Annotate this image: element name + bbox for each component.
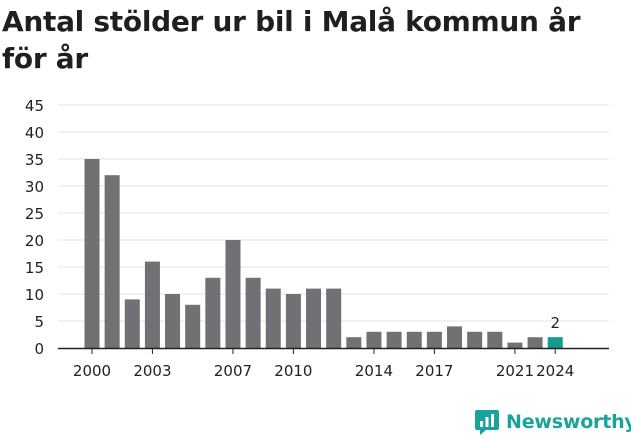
newsworthy-logo-icon [475,410,499,435]
y-tick-label: 40 [25,124,44,142]
bar [426,331,442,348]
bar [84,159,100,348]
x-axis-ticks: 2000 2003 2007 2010 2014 2017 2021 2024 [73,348,574,380]
bar [366,331,382,348]
bar [386,331,402,348]
y-tick-label: 5 [34,313,44,331]
y-tick-label: 25 [25,205,44,223]
bar [547,337,563,348]
data-label: 2 [550,314,560,332]
bar [527,337,543,348]
bar [306,288,322,348]
y-tick-label: 20 [25,232,44,250]
x-tick-label: 2021 [496,362,534,380]
brand: Newsworthy [474,406,631,438]
bar [447,326,463,348]
bar [406,331,422,348]
brand-name: Newsworthy [506,411,631,433]
data-labels: 2 [550,314,560,332]
x-tick-label: 2003 [133,362,171,380]
grid-lines [58,104,609,322]
bar [467,331,483,348]
y-tick-label: 10 [25,286,44,304]
x-tick-label: 2007 [214,362,252,380]
x-tick-label: 2014 [355,362,393,380]
y-tick-label: 15 [25,259,44,277]
bar [487,331,503,348]
y-tick-label: 30 [25,178,44,196]
x-tick-label: 2000 [73,362,111,380]
bar [326,288,342,348]
bar [104,175,120,348]
bar [225,240,241,348]
bar [507,342,523,348]
bar [124,299,140,348]
bar [285,294,301,348]
bars [84,159,563,348]
bar [265,288,281,348]
bar [144,261,160,348]
x-tick-label: 2010 [274,362,312,380]
bar [245,277,261,348]
y-tick-label: 35 [25,151,44,169]
bar [185,304,201,348]
chart-title: Antal stölder ur bil i Malå kommun år fö… [2,5,581,75]
bar [346,337,362,348]
x-tick-label: 2017 [415,362,453,380]
y-tick-label: 0 [34,340,44,358]
x-tick-label: 2024 [536,362,574,380]
y-axis-ticks: 0 5 10 15 20 25 30 35 40 45 [25,97,44,358]
bar [165,294,181,348]
y-tick-label: 45 [25,97,44,115]
bar [205,277,221,348]
